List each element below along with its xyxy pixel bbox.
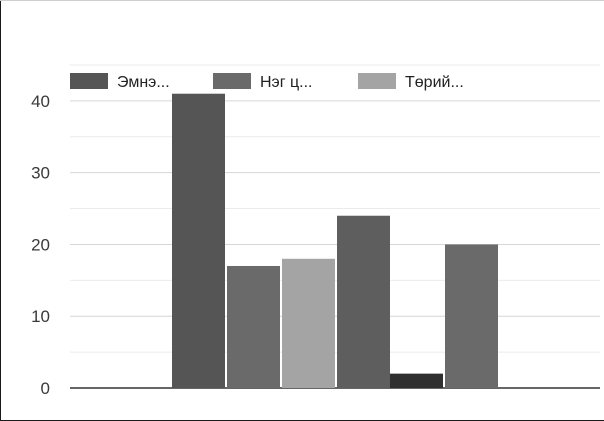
legend-label: Эмнэ... bbox=[117, 74, 170, 91]
y-tick-label: 10 bbox=[31, 307, 50, 326]
bar-series-0-cat-1 bbox=[390, 373, 443, 388]
y-tick-label: 20 bbox=[31, 235, 50, 254]
legend-swatch bbox=[70, 73, 108, 89]
legend-label: Төрий... bbox=[405, 74, 464, 91]
legend-swatch bbox=[358, 73, 396, 89]
y-axis-tick-labels: 0 10 20 30 40 bbox=[31, 92, 50, 398]
legend: Эмнэ... Нэг ц... Төрий... bbox=[70, 73, 464, 91]
bar-series-1-cat-0 bbox=[227, 265, 280, 388]
y-tick-label: 40 bbox=[31, 92, 50, 111]
bar-series-1-cat-1 bbox=[445, 244, 498, 388]
y-tick-label: 0 bbox=[41, 379, 50, 398]
legend-swatch bbox=[213, 73, 251, 89]
grid-lines bbox=[70, 64, 600, 389]
bar-series-2-cat-0 bbox=[282, 258, 335, 388]
chart-top-border bbox=[0, 0, 604, 1]
legend-label: Нэг ц... bbox=[260, 74, 313, 91]
bars bbox=[172, 93, 498, 388]
bar-series-3-cat-0 bbox=[337, 215, 390, 388]
y-tick-label: 30 bbox=[31, 164, 50, 183]
bar-series-0-cat-0 bbox=[172, 93, 225, 388]
